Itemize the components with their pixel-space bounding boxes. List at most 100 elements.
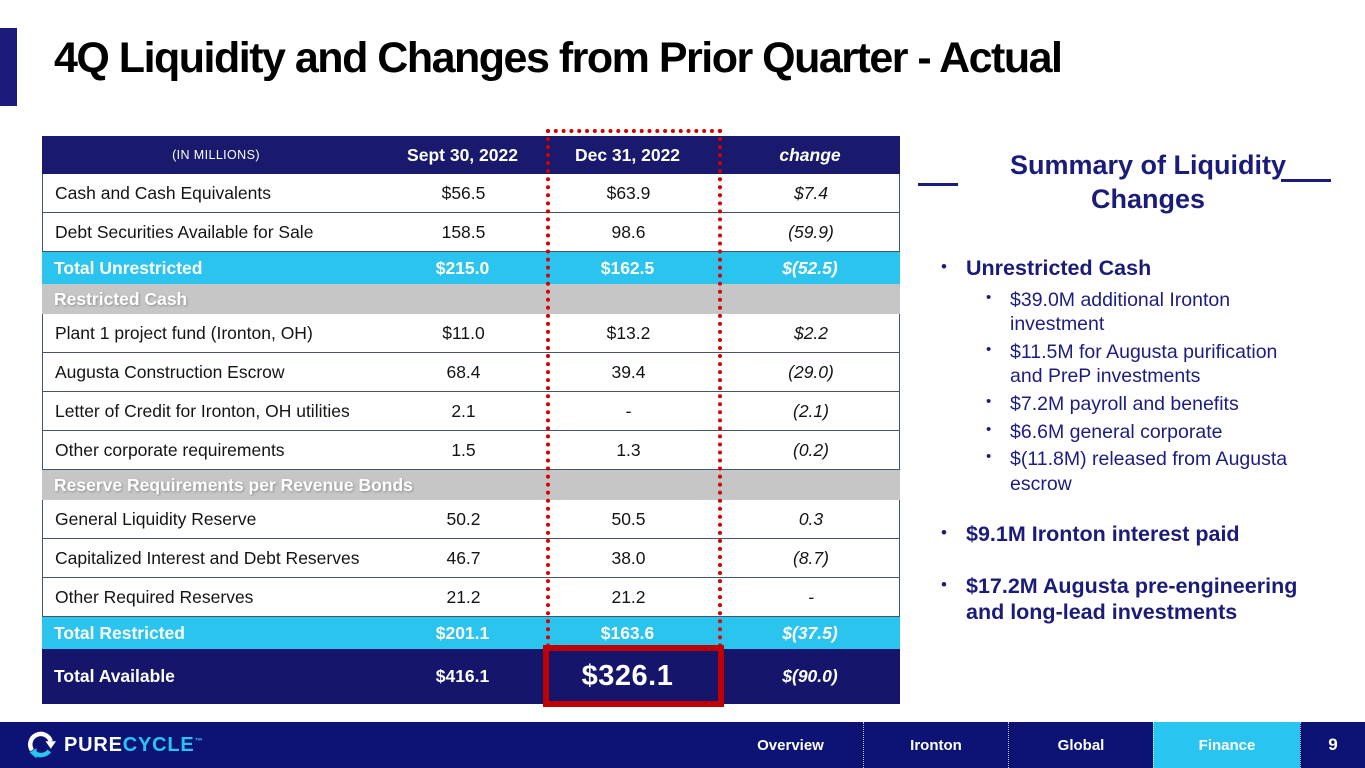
- change-value: $(37.5): [782, 622, 838, 643]
- table-row: Capitalized Interest and Debt Reserves 46…: [42, 539, 900, 578]
- dec-value: $163.6: [600, 622, 655, 643]
- row-label: Augusta Construction Escrow: [55, 361, 285, 382]
- footer-bar: PURECYCLE™ Overview Ironton Global Finance …: [0, 722, 1365, 768]
- dec-value: 98.6: [611, 221, 646, 242]
- table-body: Cash and Cash Equivalents $56.5 $63.9 $7.4 D…: [42, 174, 900, 704]
- row-label: Other Required Reserves: [55, 586, 254, 607]
- summary-sub-bullet: $39.0M additional Ironton investment: [966, 288, 1309, 337]
- table-row: Cash and Cash Equivalents $56.5 $63.9 $7.4: [42, 174, 900, 213]
- dec-value: $326.1: [581, 660, 674, 692]
- dec-value: $63.9: [606, 182, 651, 203]
- sidebar-title-right-dash: [1281, 179, 1331, 182]
- total-row: Total Unrestricted $215.0 $162.5 $(52.5): [42, 252, 900, 284]
- dec-value: 1.3: [616, 439, 641, 460]
- table-header-sept-30-2022: Sept 30, 2022: [407, 144, 518, 165]
- dec-value: -: [625, 400, 632, 421]
- section-header-row: Reserve Requirements per Revenue Bonds: [42, 470, 900, 500]
- sept-value: 50.2: [446, 508, 481, 529]
- row-label: Letter of Credit for Ironton, OH utiliti…: [55, 400, 350, 421]
- table-row: Augusta Construction Escrow 68.4 39.4 (29.0…: [42, 353, 900, 392]
- sidebar-title: Summary of Liquidity Changes: [1009, 150, 1287, 215]
- liquidity-table: (IN MILLIONS) Sept 30, 2022 Dec 31, 2022…: [42, 136, 900, 704]
- change-value: (2.1): [793, 400, 829, 421]
- dec-value: $13.2: [606, 322, 651, 343]
- sept-value: 21.2: [446, 586, 481, 607]
- dec-value: 50.5: [611, 508, 646, 529]
- row-label: Total Restricted: [54, 622, 185, 643]
- logo-text-pure: PURE: [64, 733, 123, 756]
- sept-value: 2.1: [451, 400, 476, 421]
- sept-value: 1.5: [451, 439, 476, 460]
- total-row: Total Restricted $201.1 $163.6 $(37.5): [42, 617, 900, 649]
- table-row: Debt Securities Available for Sale 158.5 9…: [42, 213, 900, 252]
- table-header-row: (IN MILLIONS) Sept 30, 2022 Dec 31, 2022…: [42, 136, 900, 174]
- summary-sub-bullet: $11.5M for Augusta purification and PreP…: [966, 340, 1309, 389]
- summary-sidebar: Summary of Liquidity Changes Unrestricte…: [935, 148, 1361, 650]
- table-row: General Liquidity Reserve 50.2 50.5 0.3: [42, 500, 900, 539]
- row-label: Cash and Cash Equivalents: [55, 182, 271, 203]
- table-row: Letter of Credit for Ironton, OH utiliti…: [42, 392, 900, 431]
- change-value: $7.4: [793, 182, 829, 203]
- change-value: (59.9): [788, 221, 834, 242]
- change-value: (29.0): [788, 361, 834, 382]
- sept-value: $201.1: [435, 622, 490, 643]
- logo-trademark: ™: [194, 735, 204, 745]
- change-value: $2.2: [793, 322, 829, 343]
- footer-nav-tabs: Overview Ironton Global Finance: [718, 722, 1300, 768]
- summary-bullet-label: Unrestricted Cash: [966, 255, 1152, 280]
- row-label: Restricted Cash: [54, 288, 188, 309]
- dec-value: 38.0: [611, 547, 646, 568]
- summary-sub-bullet: $6.6M general corporate: [966, 420, 1309, 445]
- purecycle-logo-icon: [28, 731, 56, 759]
- sept-value: 158.5: [441, 221, 486, 242]
- sept-value: $11.0: [442, 322, 485, 343]
- change-value: $(52.5): [782, 257, 838, 278]
- row-label: General Liquidity Reserve: [55, 508, 257, 529]
- sept-value: 46.7: [446, 547, 481, 568]
- row-label: Reserve Requirements per Revenue Bonds: [54, 474, 413, 495]
- change-value: -: [808, 586, 814, 607]
- table-header-unit-note: (IN MILLIONS): [172, 148, 260, 162]
- summary-sub-bullet: $(11.8M) released from Augusta escrow: [966, 447, 1309, 496]
- dec-value: $162.5: [600, 257, 655, 278]
- footer-tab-overview[interactable]: Overview: [757, 736, 824, 754]
- summary-sub-bullet: $7.2M payroll and benefits: [966, 392, 1309, 417]
- footer-tab-finance[interactable]: Finance: [1153, 722, 1300, 768]
- grand-total-row: Total Available $416.1 $326.1 $(90.0): [42, 649, 900, 704]
- change-value: $(90.0): [782, 666, 838, 686]
- purecycle-logo: PURECYCLE™: [26, 722, 203, 768]
- table-row: Other Required Reserves 21.2 21.2 -: [42, 578, 900, 617]
- summary-bullet-label: $17.2M Augusta pre-engineering and long-…: [966, 573, 1298, 624]
- sept-value: 68.4: [446, 361, 481, 382]
- title-accent-bar: [0, 28, 17, 106]
- change-value: (0.2): [793, 439, 829, 460]
- section-header-row: Restricted Cash: [42, 284, 900, 314]
- table-header-change: change: [779, 144, 841, 165]
- sept-value: $215.0: [435, 257, 490, 278]
- summary-sub-bullet-list: $39.0M additional Ironton investment$11.…: [966, 288, 1309, 497]
- change-value: (8.7): [793, 547, 829, 568]
- row-label: Plant 1 project fund (Ironton, OH): [55, 322, 313, 343]
- summary-bullet: $9.1M Ironton interest paid: [935, 521, 1309, 547]
- dec-value: 39.4: [611, 361, 646, 382]
- row-label: Total Available: [54, 666, 175, 686]
- page-title: 4Q Liquidity and Changes from Prior Quar…: [54, 34, 1063, 82]
- table-row: Plant 1 project fund (Ironton, OH) $11.0 $…: [42, 314, 900, 353]
- purecycle-logo-text: PURECYCLE™: [64, 734, 203, 757]
- footer-tab-global[interactable]: Global: [1008, 722, 1153, 768]
- row-label: Debt Securities Available for Sale: [55, 221, 314, 242]
- row-label: Other corporate requirements: [55, 439, 285, 460]
- dec-value: 21.2: [611, 586, 646, 607]
- logo-text-cycle: CYCLE: [122, 733, 195, 756]
- summary-bullet: $17.2M Augusta pre-engineering and long-…: [935, 573, 1309, 625]
- sidebar-title-left-dash: [918, 183, 958, 186]
- summary-bullet-list: Unrestricted Cash $39.0M additional Iront…: [935, 255, 1361, 625]
- row-label: Total Unrestricted: [54, 257, 203, 278]
- row-label: Capitalized Interest and Debt Reserves: [55, 547, 360, 568]
- summary-bullet-label: $9.1M Ironton interest paid: [966, 522, 1240, 547]
- footer-tab-ironton[interactable]: Ironton: [863, 722, 1008, 768]
- sept-value: $416.1: [435, 666, 490, 686]
- change-value: 0.3: [798, 508, 824, 529]
- table-header-dec-31-2022: Dec 31, 2022: [574, 144, 681, 165]
- summary-bullet: Unrestricted Cash $39.0M additional Iront…: [935, 255, 1309, 497]
